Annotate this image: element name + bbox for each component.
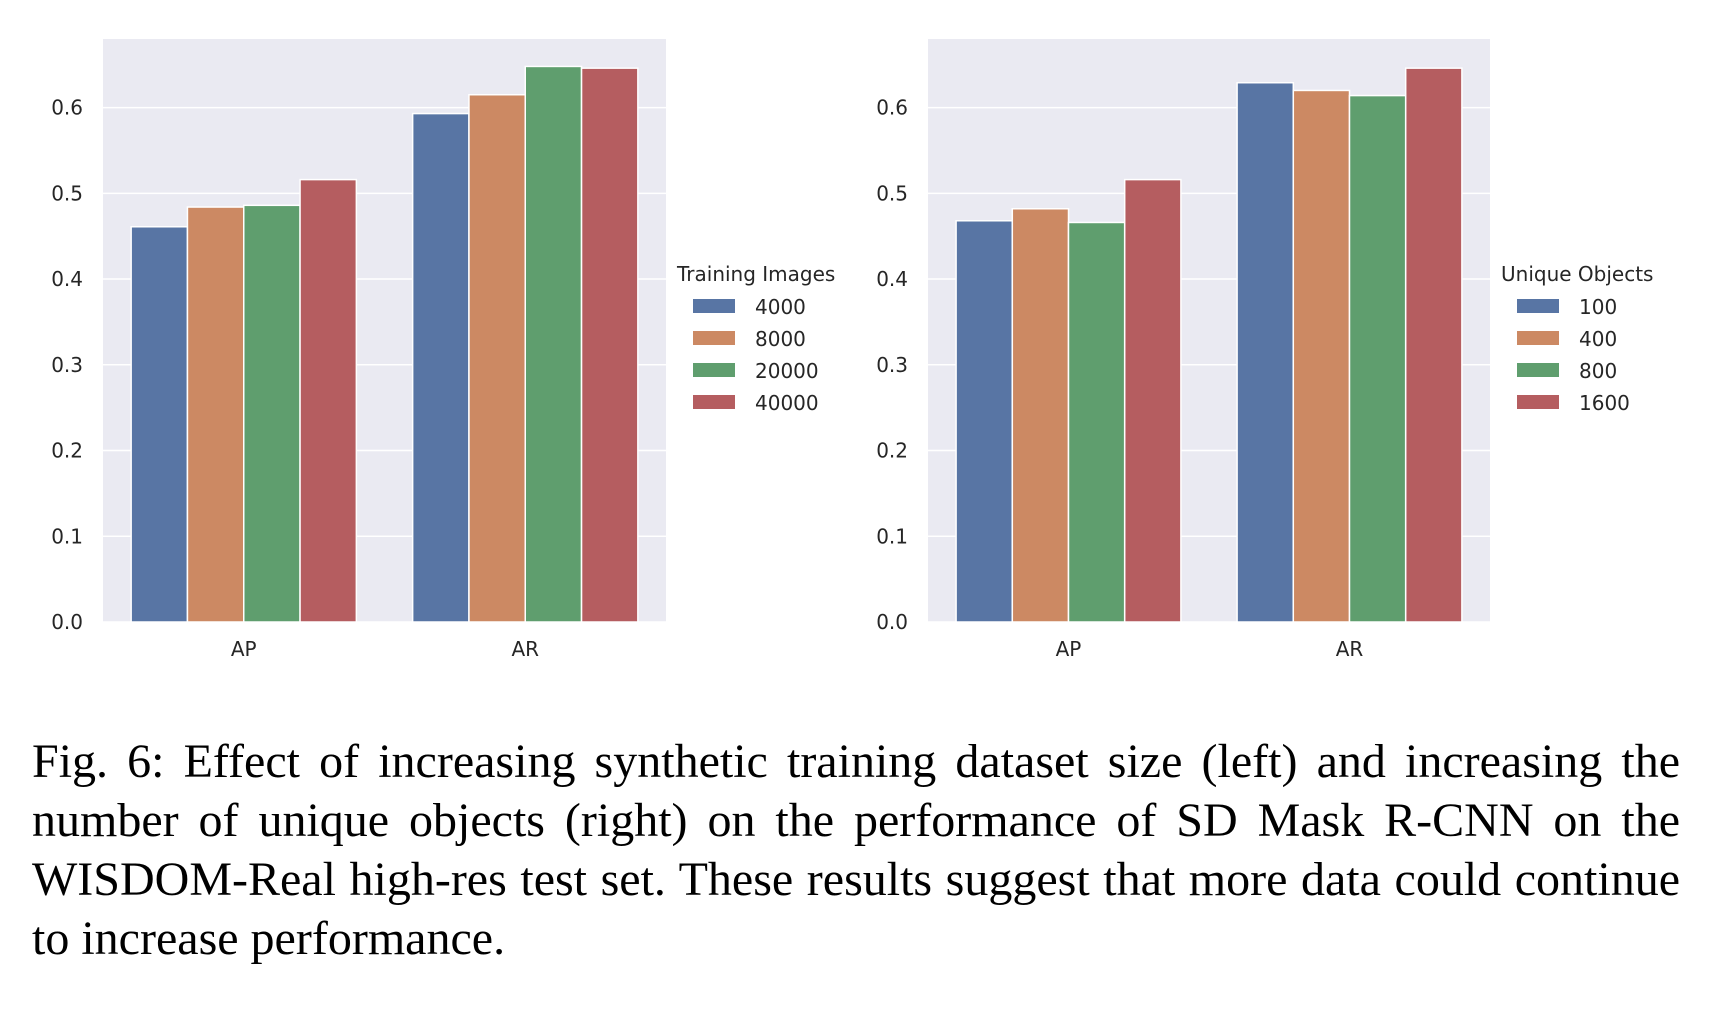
bar-ap-1600 [1123, 178, 1182, 623]
x-tick-label: AP [231, 637, 257, 661]
legend-swatch [693, 363, 735, 377]
x-tick-label: AP [1056, 637, 1082, 661]
y-tick-label: 0.2 [51, 439, 83, 463]
legend: Training Images 4000 8000 20000 40000 [676, 262, 835, 415]
legend-label: 8000 [755, 327, 806, 351]
legend-label: 40000 [755, 391, 819, 415]
legend: Unique Objects 100 400 800 1600 [1501, 262, 1653, 415]
legend-title: Training Images [676, 262, 835, 286]
legend-title: Unique Objects [1501, 262, 1653, 286]
y-tick-label: 0.1 [876, 524, 908, 548]
bar-ar-400 [1292, 89, 1351, 623]
bar-ar-4000 [411, 112, 470, 623]
bar-ap-4000 [130, 226, 189, 623]
legend-label: 1600 [1579, 391, 1630, 415]
bar-ar-800 [1348, 94, 1407, 623]
legend-swatch [1517, 331, 1559, 345]
x-tick-label: AR [511, 637, 539, 661]
y-tick-label: 0.1 [51, 524, 83, 548]
legend-swatch [1517, 299, 1559, 313]
bar-ap-800 [1067, 221, 1126, 623]
legend-label: 20000 [755, 359, 819, 383]
bar-ap-40000 [299, 178, 358, 623]
x-tick-label: AR [1336, 637, 1364, 661]
legend-swatch [693, 331, 735, 345]
legend-label: 4000 [755, 295, 806, 319]
legend-swatch [1517, 363, 1559, 377]
legend-swatch [1517, 395, 1559, 409]
bar-ap-20000 [243, 204, 301, 623]
legend-label: 800 [1579, 359, 1617, 383]
y-tick-label: 0.4 [51, 267, 83, 291]
y-tick-label: 0.0 [876, 610, 908, 634]
y-tick-label: 0.3 [876, 353, 908, 377]
y-tick-label: 0.5 [876, 181, 908, 205]
chart-panel-2: 0.0 0.1 0.2 0.3 0.4 0.5 0.6 AP AR Unique Objects 1… [876, 39, 1653, 661]
bar-ap-8000 [186, 206, 245, 623]
bar-ar-8000 [468, 93, 527, 623]
y-tick-label: 0.0 [51, 610, 83, 634]
legend-swatch [693, 299, 735, 313]
y-tick-label: 0.5 [51, 181, 83, 205]
bar-ap-400 [1011, 208, 1070, 623]
y-tick-label: 0.6 [51, 96, 83, 120]
chart-area: 0.0 0.1 0.2 0.3 0.4 0.5 0.6 AP AR Training Images… [51, 39, 1653, 661]
legend-label: 100 [1579, 295, 1617, 319]
legend-swatch [693, 395, 735, 409]
legend-label: 400 [1579, 327, 1617, 351]
y-tick-label: 0.2 [876, 439, 908, 463]
figure-caption: Fig. 6: Effect of increasing synthetic t… [32, 735, 1680, 965]
bar-ar-1600 [1404, 67, 1463, 623]
bar-ar-100 [1236, 81, 1295, 623]
bar-ar-40000 [580, 67, 639, 623]
y-tick-label: 0.6 [876, 96, 908, 120]
y-tick-label: 0.3 [51, 353, 83, 377]
bar-ap-100 [955, 220, 1014, 623]
y-tick-label: 0.4 [876, 267, 908, 291]
chart-panel-1: 0.0 0.1 0.2 0.3 0.4 0.5 0.6 AP AR Training Images… [51, 39, 835, 661]
bar-ar-20000 [524, 65, 583, 623]
